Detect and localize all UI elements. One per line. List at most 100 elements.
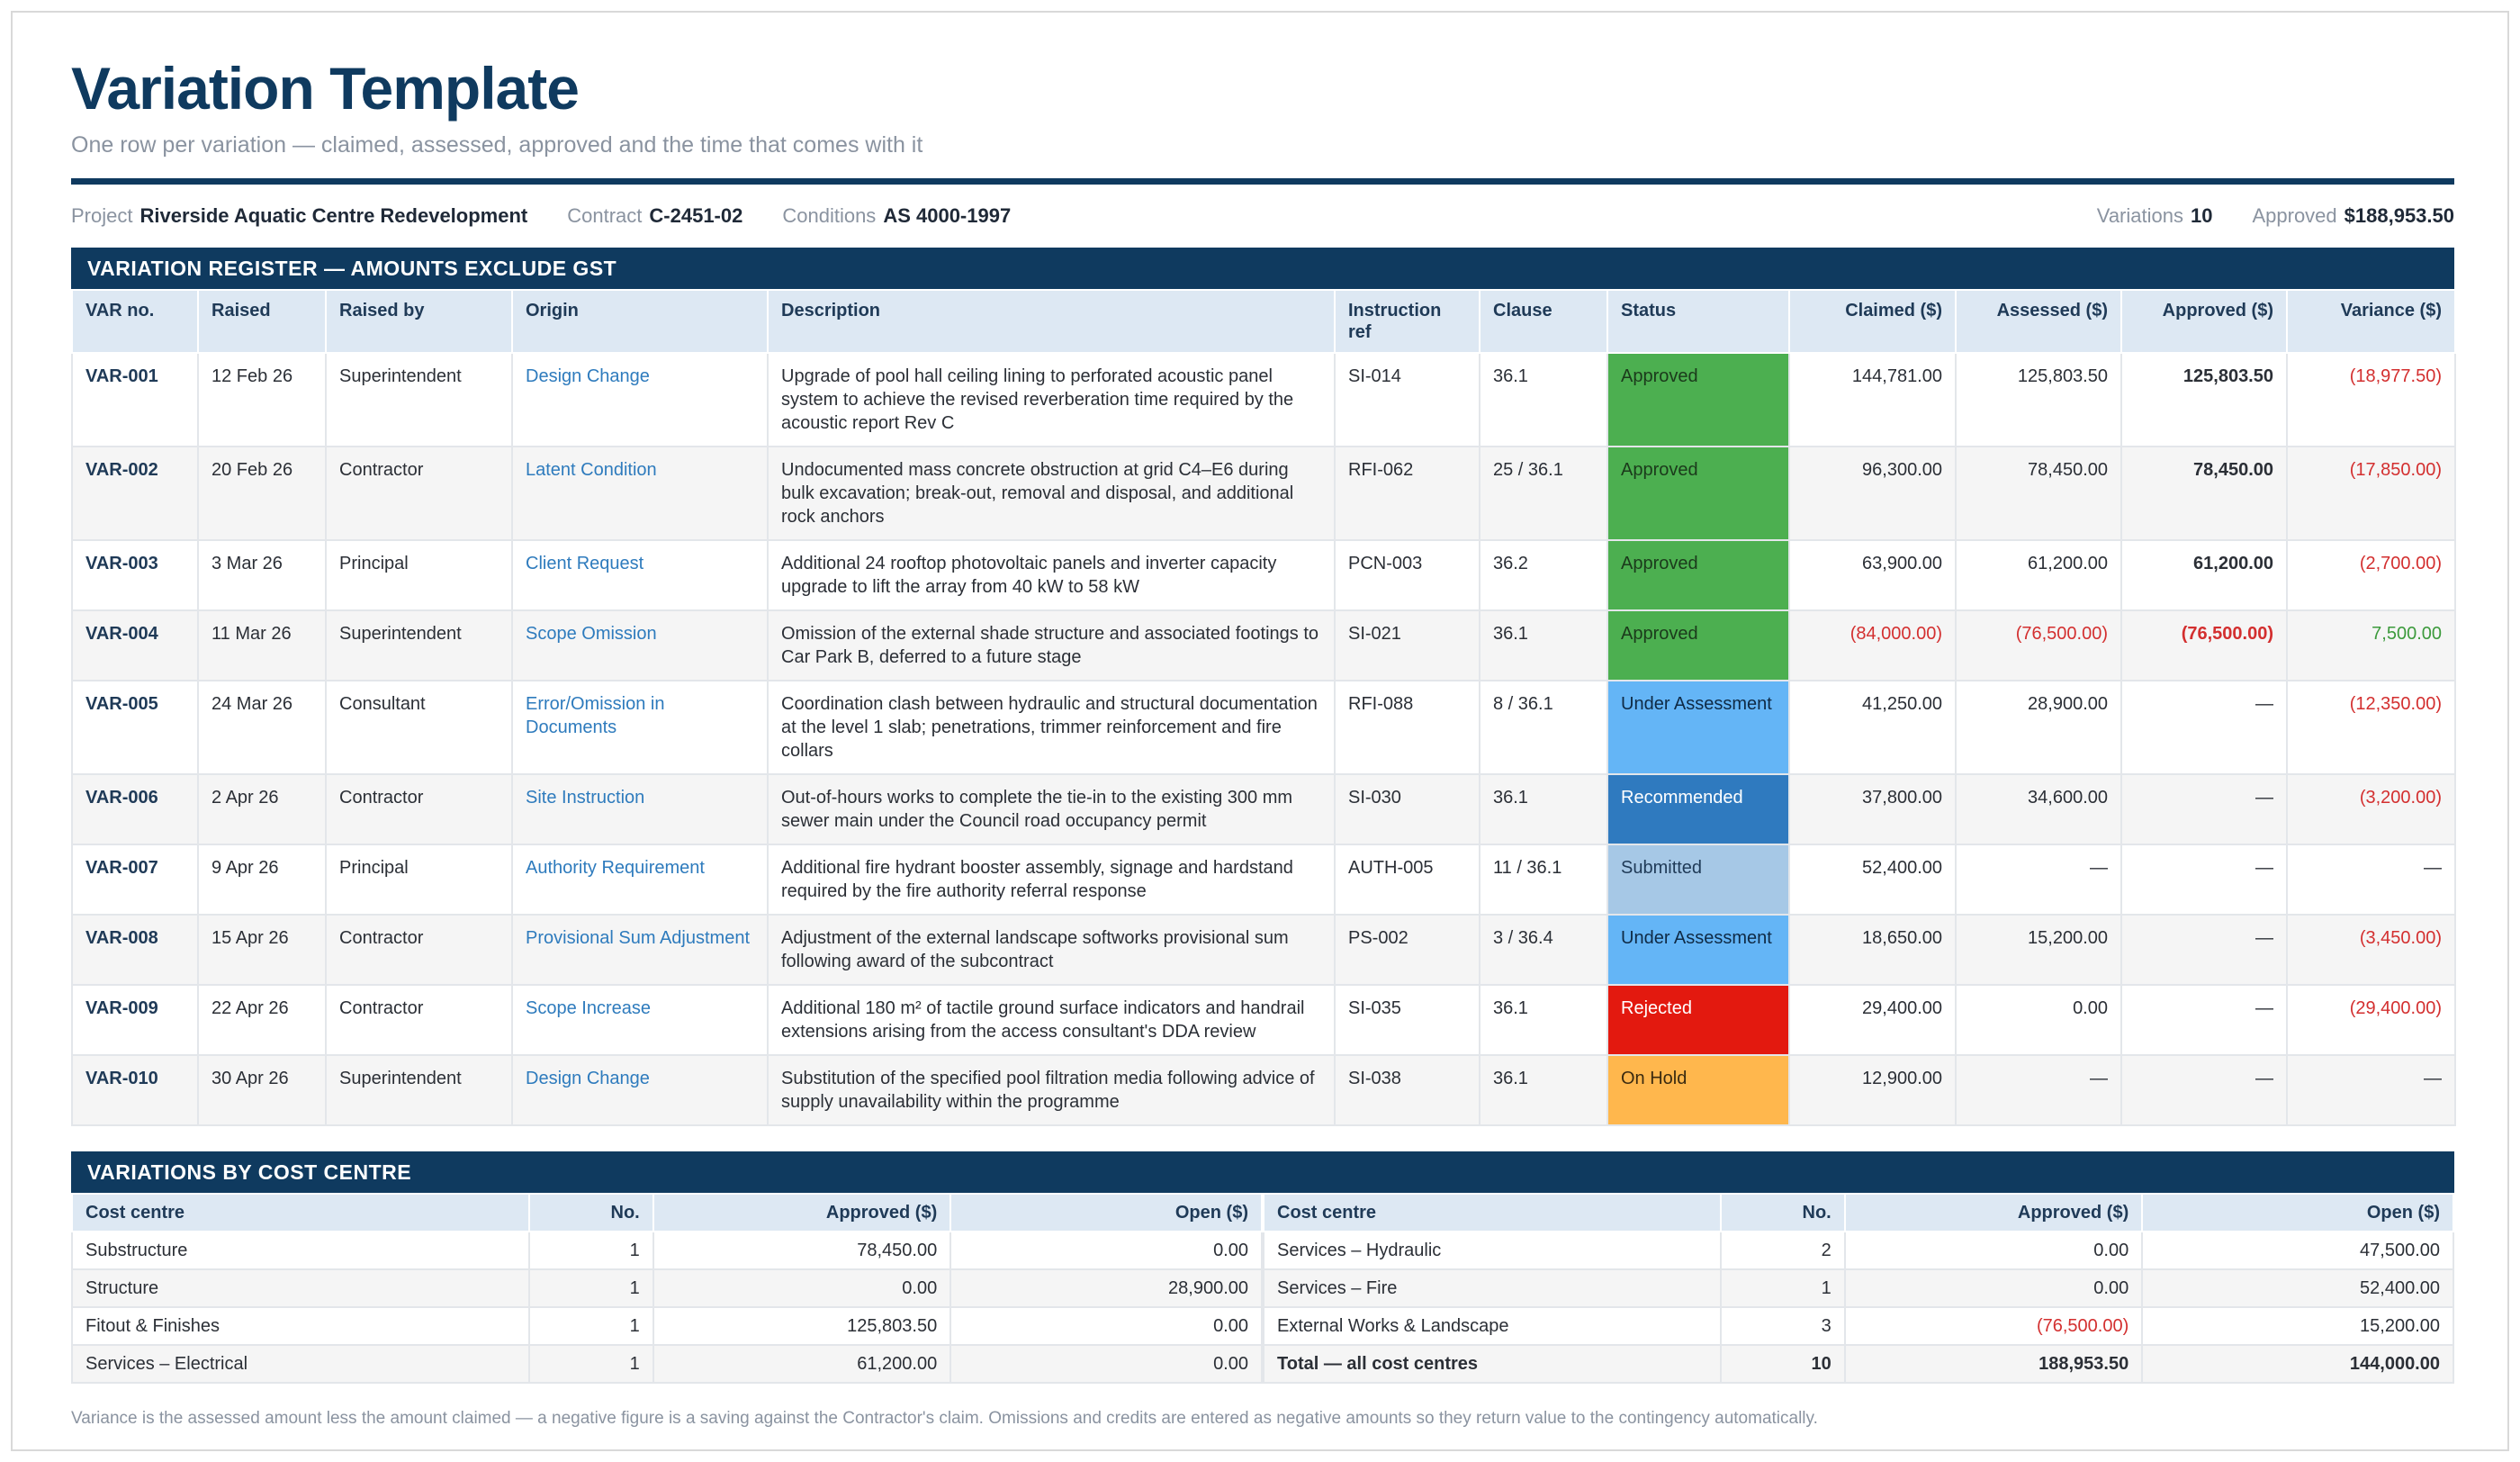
count-cell: 10 <box>1720 1344 1846 1384</box>
table-row: Services – Fire 1 0.00 52,400.00 <box>1262 1268 2454 1308</box>
column-header: Open ($) <box>2141 1193 2454 1232</box>
variance-amount-cell: (2,700.00) <box>2286 539 2456 611</box>
cost-centre-header-row: Cost centre No. Approved ($) Open ($) <box>1262 1193 2454 1232</box>
cost-centre-name-cell: Fitout & Finishes <box>70 1306 531 1346</box>
claimed-amount-cell: 41,250.00 <box>1788 680 1957 775</box>
origin-cell: Provisional Sum Adjustment <box>511 914 769 986</box>
raised-by-cell: Superintendent <box>325 1054 513 1126</box>
raised-by-cell: Contractor <box>325 773 513 845</box>
raised-by-cell: Principal <box>325 539 513 611</box>
column-header: VAR no. <box>71 289 199 354</box>
cost-centre-table-left: Cost centre No. Approved ($) Open ($) Subst… <box>70 1193 1263 1384</box>
page-frame <box>11 11 2509 1451</box>
table-row: VAR-010 30 Apr 26 Superintendent Design Cha… <box>71 1054 2456 1126</box>
approved-amount-cell: — <box>2120 844 2288 916</box>
variance-amount-cell: (3,200.00) <box>2286 773 2456 845</box>
status-badge: Rejected <box>1606 984 1790 1056</box>
table-row: Substructure 1 78,450.00 0.00 <box>70 1231 1263 1270</box>
instruction-ref-cell: RFI-088 <box>1334 680 1480 775</box>
project-meta-bar: Project Riverside Aquatic Centre Redevelo… <box>71 185 2454 248</box>
origin-cell: Design Change <box>511 352 769 447</box>
instruction-ref-cell: AUTH-005 <box>1334 844 1480 916</box>
var-number-cell: VAR-008 <box>71 914 199 986</box>
raised-date-cell: 22 Apr 26 <box>197 984 327 1056</box>
cost-centre-name-cell: Substructure <box>70 1231 531 1270</box>
instruction-ref-cell: SI-030 <box>1334 773 1480 845</box>
column-header: Origin <box>511 289 769 354</box>
clause-cell: 36.2 <box>1479 539 1608 611</box>
description-cell: Undocumented mass concrete obstruction a… <box>767 446 1336 541</box>
variance-amount-cell: — <box>2286 844 2456 916</box>
approved-amount-cell: 61,200.00 <box>2120 539 2288 611</box>
column-header: Clause <box>1479 289 1608 354</box>
var-number-cell: VAR-010 <box>71 1054 199 1126</box>
approved-amount-cell: 125,803.50 <box>652 1306 952 1346</box>
approved-amount-cell: 188,953.50 <box>1843 1344 2144 1384</box>
register-body: VAR-001 12 Feb 26 Superintendent Design Cha… <box>71 352 2456 1126</box>
description-cell: Upgrade of pool hall ceiling lining to p… <box>767 352 1336 447</box>
cost-centre-section-header: VARIATIONS BY COST CENTRE <box>71 1151 2454 1193</box>
description-cell: Coordination clash between hydraulic and… <box>767 680 1336 775</box>
approved-amount-cell: 0.00 <box>1843 1268 2144 1308</box>
approved-amount-cell: 61,200.00 <box>652 1344 952 1384</box>
count-cell: 1 <box>1720 1268 1846 1308</box>
open-amount-cell: 0.00 <box>950 1306 1263 1346</box>
claimed-amount-cell: 29,400.00 <box>1788 984 1957 1056</box>
approved-amount-cell: (76,500.00) <box>2120 609 2288 681</box>
column-header: Approved ($) <box>652 1193 952 1232</box>
claimed-amount-cell: 12,900.00 <box>1788 1054 1957 1126</box>
raised-by-cell: Contractor <box>325 446 513 541</box>
raised-by-cell: Superintendent <box>325 609 513 681</box>
column-header: No. <box>528 1193 654 1232</box>
claimed-amount-cell: 18,650.00 <box>1788 914 1957 986</box>
cost-centre-name-cell: Total — all cost centres <box>1262 1344 1723 1384</box>
register-header-row: VAR no. Raised Raised by Origin Description I… <box>71 289 2456 354</box>
approved-amount-cell: — <box>2120 1054 2288 1126</box>
var-number-cell: VAR-001 <box>71 352 199 447</box>
table-row: Services – Hydraulic 2 0.00 47,500.00 <box>1262 1231 2454 1270</box>
raised-date-cell: 30 Apr 26 <box>197 1054 327 1126</box>
raised-date-cell: 2 Apr 26 <box>197 773 327 845</box>
meta-project: Project Riverside Aquatic Centre Redevelo… <box>71 204 528 227</box>
raised-date-cell: 24 Mar 26 <box>197 680 327 775</box>
table-row: External Works & Landscape 3 (76,500.00) 15… <box>1262 1306 2454 1346</box>
table-row: Fitout & Finishes 1 125,803.50 0.00 <box>70 1306 1263 1346</box>
status-badge: Under Assessment <box>1606 680 1790 775</box>
column-header: Status <box>1606 289 1790 354</box>
variance-amount-cell: (29,400.00) <box>2286 984 2456 1056</box>
raised-by-cell: Consultant <box>325 680 513 775</box>
table-row: Services – Electrical 1 61,200.00 0.00 <box>70 1344 1263 1384</box>
open-amount-cell: 47,500.00 <box>2141 1231 2454 1270</box>
column-header: Description <box>767 289 1336 354</box>
clause-cell: 36.1 <box>1479 609 1608 681</box>
table-row: VAR-008 15 Apr 26 Contractor Provisional Su… <box>71 914 2456 986</box>
variance-amount-cell: (17,850.00) <box>2286 446 2456 541</box>
clause-cell: 36.1 <box>1479 1054 1608 1126</box>
count-cell: 2 <box>1720 1231 1846 1270</box>
count-cell: 1 <box>528 1231 654 1270</box>
status-badge: Approved <box>1606 609 1790 681</box>
table-row: VAR-002 20 Feb 26 Contractor Latent Conditi… <box>71 446 2456 541</box>
raised-date-cell: 11 Mar 26 <box>197 609 327 681</box>
instruction-ref-cell: SI-035 <box>1334 984 1480 1056</box>
clause-cell: 36.1 <box>1479 773 1608 845</box>
approved-amount-cell: — <box>2120 680 2288 775</box>
assessed-amount-cell: 0.00 <box>1955 984 2122 1056</box>
description-cell: Additional 180 m² of tactile ground surf… <box>767 984 1336 1056</box>
column-header: Instruction ref <box>1334 289 1480 354</box>
column-header: Raised by <box>325 289 513 354</box>
description-cell: Adjustment of the external landscape sof… <box>767 914 1336 986</box>
footnote: Variance is the assessed amount less the… <box>71 1409 1818 1428</box>
table-row: VAR-005 24 Mar 26 Consultant Error/Omission… <box>71 680 2456 775</box>
clause-cell: 36.1 <box>1479 352 1608 447</box>
status-badge: Recommended <box>1606 773 1790 845</box>
open-amount-cell: 28,900.00 <box>950 1268 1263 1308</box>
origin-cell: Site Instruction <box>511 773 769 845</box>
cost-centre-table-right: Cost centre No. Approved ($) Open ($) Servi… <box>1262 1193 2454 1384</box>
table-row: VAR-007 9 Apr 26 Principal Authority Requir… <box>71 844 2456 916</box>
register-section-header: VARIATION REGISTER — AMOUNTS EXCLUDE GST <box>71 248 2454 289</box>
column-header: Cost centre <box>70 1193 531 1232</box>
instruction-ref-cell: RFI-062 <box>1334 446 1480 541</box>
var-number-cell: VAR-006 <box>71 773 199 845</box>
cost-centre-name-cell: External Works & Landscape <box>1262 1306 1723 1346</box>
